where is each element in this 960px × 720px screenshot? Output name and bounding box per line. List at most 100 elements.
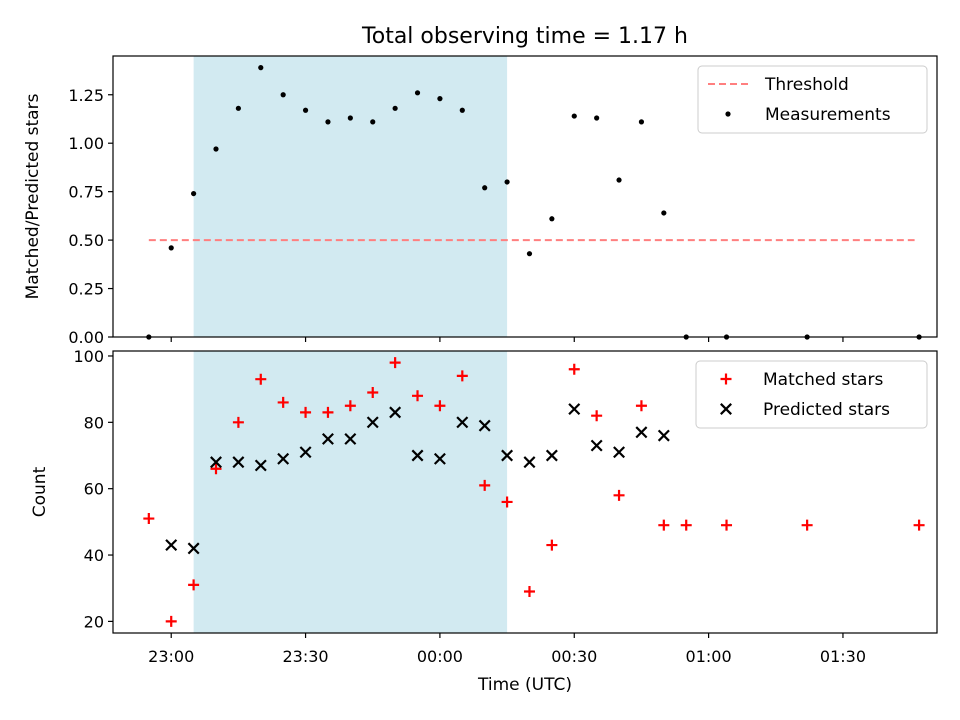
count-series0-point: [680, 519, 692, 531]
count-series1-point-shape: [254, 459, 267, 472]
x-tick-label: 00:30: [551, 647, 597, 666]
count-series0-point-shape: [300, 406, 312, 418]
count-series1-point: [456, 416, 469, 429]
ratio-series0-point: [504, 179, 510, 185]
count-legend-swatch-shape: [720, 373, 732, 385]
count-series0-point: [434, 400, 446, 412]
count-series0-point: [412, 390, 424, 402]
count-series1-point: [299, 446, 312, 459]
count-series1-point-shape: [165, 539, 178, 552]
count-series1-point-shape: [366, 416, 379, 429]
x-axis-label: Time (UTC): [477, 675, 572, 695]
count-series0-point: [232, 416, 244, 428]
count-series0-point-shape: [344, 400, 356, 412]
count-series1-point: [635, 426, 648, 439]
ratio-series0-point: [168, 245, 174, 251]
count-series1-point: [568, 403, 581, 416]
count-series0-point-shape: [389, 357, 401, 369]
count-series0-point-shape: [188, 579, 200, 591]
count-y-tick-label: 80: [84, 413, 104, 432]
ratio-series0-point: [549, 216, 555, 222]
count-series0-point-shape: [635, 400, 647, 412]
count-series1-point: [232, 456, 245, 469]
count-series0-point: [344, 400, 356, 412]
count-series0-point: [523, 586, 535, 598]
count-series0-point-shape: [680, 519, 692, 531]
count-series0-point-shape: [658, 519, 670, 531]
count-legend-swatch: [720, 403, 732, 415]
count-series0-point-shape: [143, 513, 155, 525]
count-series1-point-shape: [613, 446, 626, 459]
count-series1-point: [389, 406, 402, 419]
count-series1-point-shape: [657, 429, 670, 442]
count-series1-point: [165, 539, 178, 552]
count-series1-point: [344, 432, 357, 445]
x-tick-label: 23:00: [148, 647, 194, 666]
count-series0-point: [591, 410, 603, 422]
ratio-series0-point: [347, 115, 353, 121]
count-series0-point-shape: [255, 373, 267, 385]
count-series0-point: [300, 406, 312, 418]
figure-title: Total observing time = 1.17 h: [361, 24, 688, 49]
count-series0-point-shape: [523, 586, 535, 598]
ratio-series0-point: [526, 251, 533, 257]
count-series1-point-shape: [433, 452, 446, 465]
count-series1-point: [187, 542, 200, 555]
ratio-series0-point: [482, 185, 488, 191]
ratio-panel: 0.00 0.25 0.50 0.75 1.00 1.25 Matched/Predicte…: [23, 55, 938, 347]
count-series1-point: [254, 459, 267, 472]
ratio-series0-point: [616, 177, 622, 183]
ratio-panel-frame: [112, 55, 938, 338]
count-series1-point-shape: [210, 456, 222, 469]
ratio-series0-point: [191, 190, 197, 197]
count-y-tick-label: 60: [84, 480, 104, 499]
count-y-tick-label: 40: [84, 546, 104, 565]
ratio-series0-point: [280, 92, 286, 98]
ratio-legend-label: Measurements: [765, 105, 891, 125]
count-series1-point-shape: [590, 439, 603, 452]
ratio-y-tick-label: 0.00: [68, 328, 104, 347]
x-tick-label: 01:30: [820, 647, 866, 666]
count-legend-label: Matched stars: [763, 370, 883, 390]
count-series0-point-shape: [322, 406, 334, 418]
count-observing-window: [193, 351, 508, 633]
count-panel: 20 40 60 80 100 23:00 23:30 00:00 00:30 01:00 01:3…: [30, 347, 938, 666]
count-series0-point: [165, 615, 177, 627]
ratio-series0-point: [302, 107, 309, 113]
ratio-series0-point: [459, 107, 465, 113]
count-series1-point-shape: [568, 403, 581, 416]
count-series1-point: [478, 419, 491, 432]
count-series1-point-shape: [523, 456, 536, 469]
ratio-series0-point: [325, 119, 331, 125]
count-y-axis-label: Count: [30, 466, 50, 517]
count-series0-point: [188, 579, 200, 591]
ratio-y-tick-label: 1.25: [68, 86, 104, 105]
count-panel-frame: [112, 350, 938, 634]
ratio-y-tick-label: 0.25: [68, 280, 104, 299]
ratio-legend: [697, 65, 928, 134]
count-series1-point: [545, 449, 558, 462]
count-series1-point: [590, 439, 603, 452]
count-series1-point-shape: [411, 449, 424, 462]
count-series0-point-shape: [367, 386, 379, 398]
ratio-series0-point: [594, 115, 600, 121]
x-tick-label: 00:00: [417, 647, 463, 666]
count-series1-point: [523, 456, 536, 469]
count-series0-point: [913, 519, 925, 531]
count-series0-point: [322, 406, 334, 418]
count-y-tick-label: 100: [73, 347, 104, 366]
count-series0-point: [568, 363, 580, 375]
count-series0-point-shape: [913, 519, 925, 531]
count-series1-point: [411, 449, 424, 462]
count-series0-point-shape: [613, 489, 625, 501]
ratio-series0-point: [661, 210, 667, 216]
count-series1-point-shape: [232, 456, 245, 469]
count-series0-point-shape: [456, 370, 468, 382]
ratio-legend-swatch: [725, 111, 731, 117]
count-legend-swatch: [720, 373, 732, 385]
count-series1-point-shape: [299, 446, 312, 459]
count-series0-point: [456, 370, 468, 382]
count-series1-point-shape: [344, 432, 357, 445]
count-legend-swatch-shape: [720, 403, 732, 415]
